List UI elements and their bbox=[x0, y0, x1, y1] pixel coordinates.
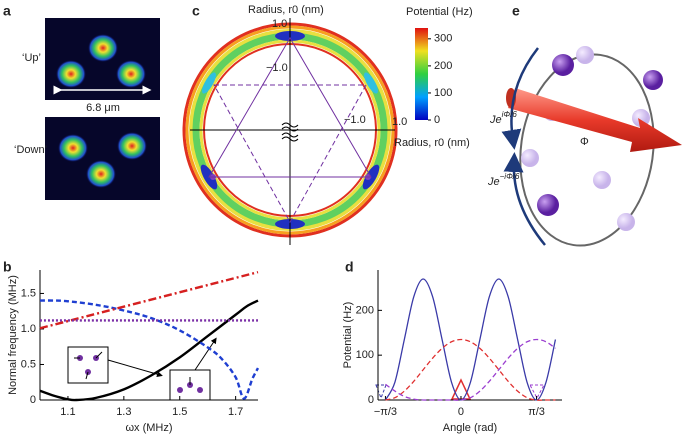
x-axis-label: Angle (rad) bbox=[443, 422, 497, 434]
x-axis-label: ωx (MHz) bbox=[125, 422, 172, 434]
hop-arrow bbox=[503, 152, 546, 246]
colorbar bbox=[415, 28, 428, 120]
flux-arrow bbox=[508, 88, 682, 152]
colorbar-tick-label: 0 bbox=[434, 114, 440, 126]
x-tick-label: π/3 bbox=[528, 406, 545, 418]
y-axis-label: Potential (Hz) bbox=[342, 302, 354, 369]
x-tick-label: 0 bbox=[458, 406, 464, 418]
hop-label: Je−iΦ/6 bbox=[487, 172, 520, 188]
line-series bbox=[385, 338, 556, 401]
ion-images bbox=[58, 132, 147, 188]
colorbar-tick-label: 200 bbox=[434, 60, 452, 72]
axes bbox=[190, 18, 395, 245]
colorbar-title: Potential (Hz) bbox=[406, 6, 473, 18]
tick-label: 1.0 bbox=[392, 116, 407, 128]
y-tick-label: 200 bbox=[356, 304, 374, 316]
colorbar-tick-label: 300 bbox=[434, 33, 452, 45]
ion-images bbox=[56, 34, 146, 88]
axis-label: Radius, r0 (nm) bbox=[248, 4, 324, 16]
scale-label: 6.8 μm bbox=[86, 102, 120, 114]
y-tick-label: 0.5 bbox=[21, 358, 36, 370]
axis-break bbox=[281, 122, 299, 142]
star bbox=[208, 37, 372, 224]
panel-label: e bbox=[512, 3, 520, 19]
tick-label: −1.0 bbox=[344, 114, 366, 126]
panel-label: c bbox=[192, 3, 200, 19]
x-tick-label: 1.3 bbox=[116, 406, 131, 418]
hop-label: JeiΦ/6 bbox=[489, 110, 517, 126]
panel-label: a bbox=[3, 3, 11, 19]
colorbar-tick-label: 100 bbox=[434, 87, 452, 99]
x-tick-label: −π/3 bbox=[374, 406, 397, 418]
state-label: ‘Up’ bbox=[22, 52, 41, 64]
flux-label: Φ bbox=[580, 136, 589, 148]
y-tick-label: 1.0 bbox=[21, 323, 36, 335]
ions bbox=[537, 54, 663, 216]
tick-label: 1.0 bbox=[272, 18, 287, 30]
axis-label: Radius, r0 (nm) bbox=[394, 137, 470, 149]
y-tick-label: 0 bbox=[368, 394, 374, 406]
tick-label: −1.0 bbox=[266, 62, 288, 74]
mode-inset bbox=[67, 337, 217, 401]
panel-label: d bbox=[345, 259, 354, 275]
x-tick-label: 1.5 bbox=[172, 406, 187, 418]
panel-label: b bbox=[3, 259, 12, 275]
x-tick-label: 1.7 bbox=[228, 406, 243, 418]
line-series bbox=[39, 299, 260, 400]
line-series bbox=[39, 299, 259, 402]
y-tick-label: 100 bbox=[356, 349, 374, 361]
line-series bbox=[385, 338, 556, 401]
state-label: ‘Down’ bbox=[14, 144, 47, 156]
y-axis-label: Normal frequency (MHz) bbox=[7, 275, 19, 395]
x-tick-label: 1.1 bbox=[60, 406, 75, 418]
ring bbox=[519, 53, 655, 247]
line-series bbox=[384, 278, 557, 401]
y-tick-label: 0 bbox=[30, 394, 36, 406]
hop-arrow bbox=[501, 47, 539, 150]
site-markers bbox=[375, 378, 545, 400]
line-series bbox=[39, 270, 259, 330]
y-tick-label: 1.5 bbox=[21, 287, 36, 299]
